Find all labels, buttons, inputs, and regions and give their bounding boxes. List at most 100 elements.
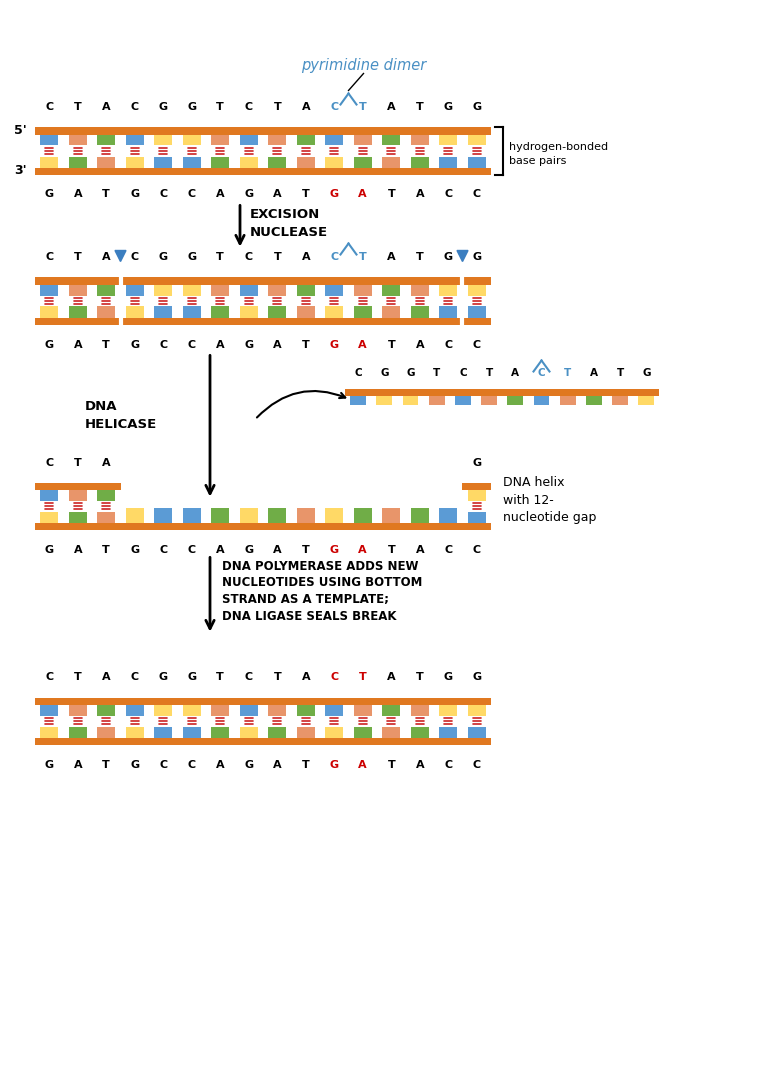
Text: G: G [44,340,54,350]
Text: T: T [387,759,395,770]
Text: G: G [406,368,415,379]
Text: A: A [301,672,310,682]
FancyBboxPatch shape [354,156,372,167]
Text: G: G [244,340,254,350]
FancyBboxPatch shape [429,396,444,405]
FancyBboxPatch shape [268,135,286,146]
FancyBboxPatch shape [240,306,258,317]
FancyBboxPatch shape [354,512,372,522]
Text: T: T [416,672,424,682]
Text: hydrogen-bonded: hydrogen-bonded [509,142,608,152]
Text: C: C [45,672,54,682]
FancyBboxPatch shape [354,285,372,295]
Text: A: A [273,189,282,200]
FancyBboxPatch shape [97,727,115,737]
Text: C: C [45,253,54,263]
FancyBboxPatch shape [383,135,400,146]
FancyBboxPatch shape [212,135,229,146]
FancyBboxPatch shape [268,512,286,522]
FancyBboxPatch shape [183,705,201,716]
FancyBboxPatch shape [268,507,286,522]
FancyBboxPatch shape [411,727,429,737]
Text: G: G [187,102,196,113]
Text: A: A [273,759,282,770]
Text: DNA LIGASE SEALS BREAK: DNA LIGASE SEALS BREAK [222,609,397,622]
Text: A: A [415,340,424,350]
Text: T: T [416,102,424,113]
Text: G: G [187,672,196,682]
FancyBboxPatch shape [468,306,485,317]
Text: T: T [616,368,624,379]
Text: A: A [102,457,110,467]
Text: C: C [45,457,54,467]
FancyBboxPatch shape [126,135,144,146]
Text: T: T [359,102,366,113]
Text: T: T [103,544,110,555]
FancyBboxPatch shape [462,482,491,490]
Text: NUCLEOTIDES USING BOTTOM: NUCLEOTIDES USING BOTTOM [222,577,422,590]
FancyBboxPatch shape [411,135,429,146]
FancyBboxPatch shape [154,512,172,522]
Text: G: G [472,457,482,467]
Text: G: G [443,253,453,263]
Text: A: A [73,189,82,200]
FancyBboxPatch shape [69,512,86,522]
Text: G: G [44,544,54,555]
Text: A: A [273,544,282,555]
FancyBboxPatch shape [97,512,115,522]
FancyBboxPatch shape [268,156,286,167]
FancyBboxPatch shape [411,156,429,167]
FancyBboxPatch shape [97,285,115,295]
FancyBboxPatch shape [183,507,201,522]
Text: A: A [73,340,82,350]
FancyBboxPatch shape [97,156,115,167]
FancyBboxPatch shape [154,705,172,716]
FancyBboxPatch shape [354,135,372,146]
Text: A: A [216,544,225,555]
FancyBboxPatch shape [612,396,628,405]
Text: T: T [216,253,224,263]
Text: A: A [415,759,424,770]
FancyBboxPatch shape [35,317,491,325]
Text: T: T [74,253,82,263]
FancyBboxPatch shape [183,512,201,522]
FancyBboxPatch shape [97,490,115,501]
Text: DNA POLYMERASE ADDS NEW: DNA POLYMERASE ADDS NEW [222,560,419,573]
Text: C: C [131,253,138,263]
FancyBboxPatch shape [154,135,172,146]
FancyBboxPatch shape [639,396,654,405]
FancyBboxPatch shape [377,396,392,405]
Text: A: A [415,544,424,555]
Text: G: G [472,102,482,113]
FancyBboxPatch shape [97,135,115,146]
Text: A: A [102,253,110,263]
Text: G: G [244,759,254,770]
Text: T: T [103,189,110,200]
FancyBboxPatch shape [268,727,286,737]
FancyBboxPatch shape [325,285,343,295]
Text: C: C [159,189,167,200]
Text: DNA: DNA [85,400,117,413]
FancyBboxPatch shape [468,705,485,716]
Text: T: T [74,102,82,113]
Text: C: C [187,759,196,770]
Text: T: T [302,759,310,770]
Text: C: C [187,544,196,555]
FancyBboxPatch shape [440,135,457,146]
Text: with 12-: with 12- [503,493,554,506]
Text: C: C [330,253,338,263]
FancyBboxPatch shape [440,306,457,317]
FancyBboxPatch shape [183,285,201,295]
Text: A: A [216,340,225,350]
FancyBboxPatch shape [507,396,523,405]
Text: G: G [330,544,338,555]
Text: T: T [103,759,110,770]
FancyBboxPatch shape [411,507,429,522]
Text: T: T [387,189,395,200]
FancyBboxPatch shape [212,705,229,716]
FancyBboxPatch shape [325,705,343,716]
FancyBboxPatch shape [212,512,229,522]
FancyBboxPatch shape [126,285,144,295]
FancyBboxPatch shape [354,705,372,716]
Text: G: G [159,672,168,682]
